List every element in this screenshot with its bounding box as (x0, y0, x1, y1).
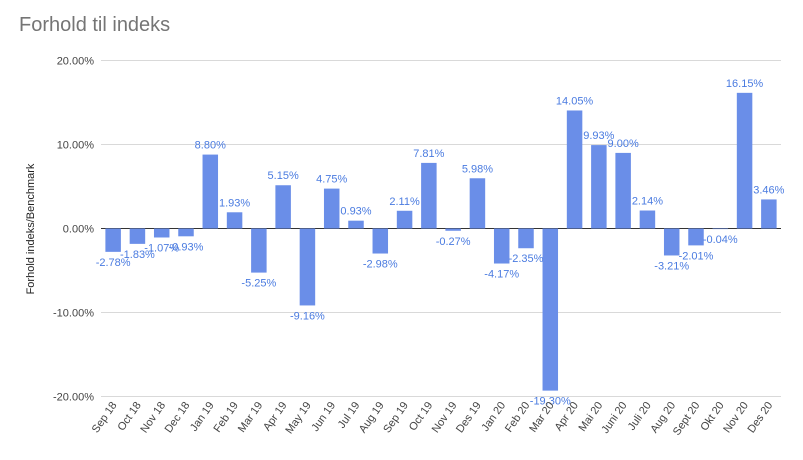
bar (396, 210, 413, 229)
data-label: 8.80% (195, 140, 226, 152)
data-label: -2.98% (363, 259, 398, 271)
bar (736, 92, 753, 229)
y-tick-label: 10.00% (57, 140, 95, 152)
data-label: 2.11% (389, 196, 420, 208)
bar (299, 228, 316, 306)
data-label: -3.21% (654, 260, 689, 272)
y-tick-label: 20.00% (57, 56, 95, 68)
x-tick-label: Juni 20 (599, 400, 629, 436)
bar (445, 228, 461, 231)
bar (372, 228, 389, 254)
bar (251, 228, 267, 273)
bar (275, 185, 291, 229)
data-label: 1.93% (219, 197, 250, 209)
bar (712, 228, 729, 230)
bars (105, 92, 777, 391)
bar (663, 228, 680, 256)
x-tick-label: Dec 18 (163, 400, 193, 435)
bar (542, 228, 559, 391)
y-tick-label: 0.00% (63, 224, 94, 236)
data-label: -9.16% (290, 310, 325, 322)
y-tick-label: -20.00% (53, 392, 94, 404)
x-tick-label: Sep 18 (90, 400, 120, 435)
data-label: -5.25% (241, 278, 276, 290)
x-tick-label: Des 20 (745, 400, 775, 435)
bar (518, 228, 534, 249)
bar (348, 220, 364, 229)
bar (323, 188, 340, 229)
chart-title: Forhold til indeks (19, 14, 171, 36)
x-tick-label: May 19 (283, 400, 314, 436)
data-label: -0.27% (436, 236, 471, 248)
data-label: -4.17% (484, 269, 519, 281)
bar (591, 145, 607, 229)
bar (469, 178, 486, 229)
data-label: 3.46% (753, 184, 784, 196)
data-label: -19.30% (530, 396, 571, 408)
x-tick-label: Mar 19 (236, 400, 265, 435)
data-label: -2.01% (679, 250, 714, 262)
data-label: -1.07% (144, 242, 179, 254)
bar (688, 228, 704, 246)
bar (129, 228, 146, 244)
bar (615, 152, 631, 229)
data-label: -2.78% (96, 257, 131, 269)
data-label: 2.14% (632, 196, 663, 208)
data-label: 9.93% (583, 130, 614, 142)
bar (105, 228, 121, 252)
bar (639, 210, 656, 229)
x-tick-label: Des 19 (454, 400, 484, 435)
data-label: 4.75% (316, 174, 347, 186)
data-label: 7.81% (413, 148, 444, 160)
data-label: 16.15% (726, 78, 764, 90)
data-label: 5.98% (462, 163, 493, 175)
x-tick-label: Jun 19 (309, 400, 338, 434)
bar (202, 154, 219, 229)
x-tick-label: Sep 19 (381, 400, 411, 435)
bar (178, 228, 194, 237)
bar (761, 199, 777, 229)
data-labels: -2.78%-1.83%-1.07%-0.93% 8.80% 1.93% -5.25%… (96, 78, 785, 408)
data-label: -1.83% (120, 249, 155, 261)
bar (153, 228, 170, 238)
data-label: -2.35% (509, 253, 544, 265)
y-axis-title: Forhold indeks/Benchmark (25, 163, 37, 294)
data-label: 14.05% (556, 95, 594, 107)
data-label: -0.04% (703, 234, 738, 246)
y-axis-ticks: 20.00% 10.00% 0.00% -10.00% -20.00% (53, 56, 94, 404)
bar (493, 228, 510, 264)
bar (566, 110, 583, 229)
data-label: -0.93% (169, 241, 204, 253)
data-label: 9.00% (608, 138, 639, 150)
data-label: 0.93% (340, 206, 371, 218)
y-tick-label: -10.00% (53, 308, 94, 320)
data-label: 5.15% (268, 170, 299, 182)
bar (226, 212, 243, 229)
bar (421, 162, 437, 229)
